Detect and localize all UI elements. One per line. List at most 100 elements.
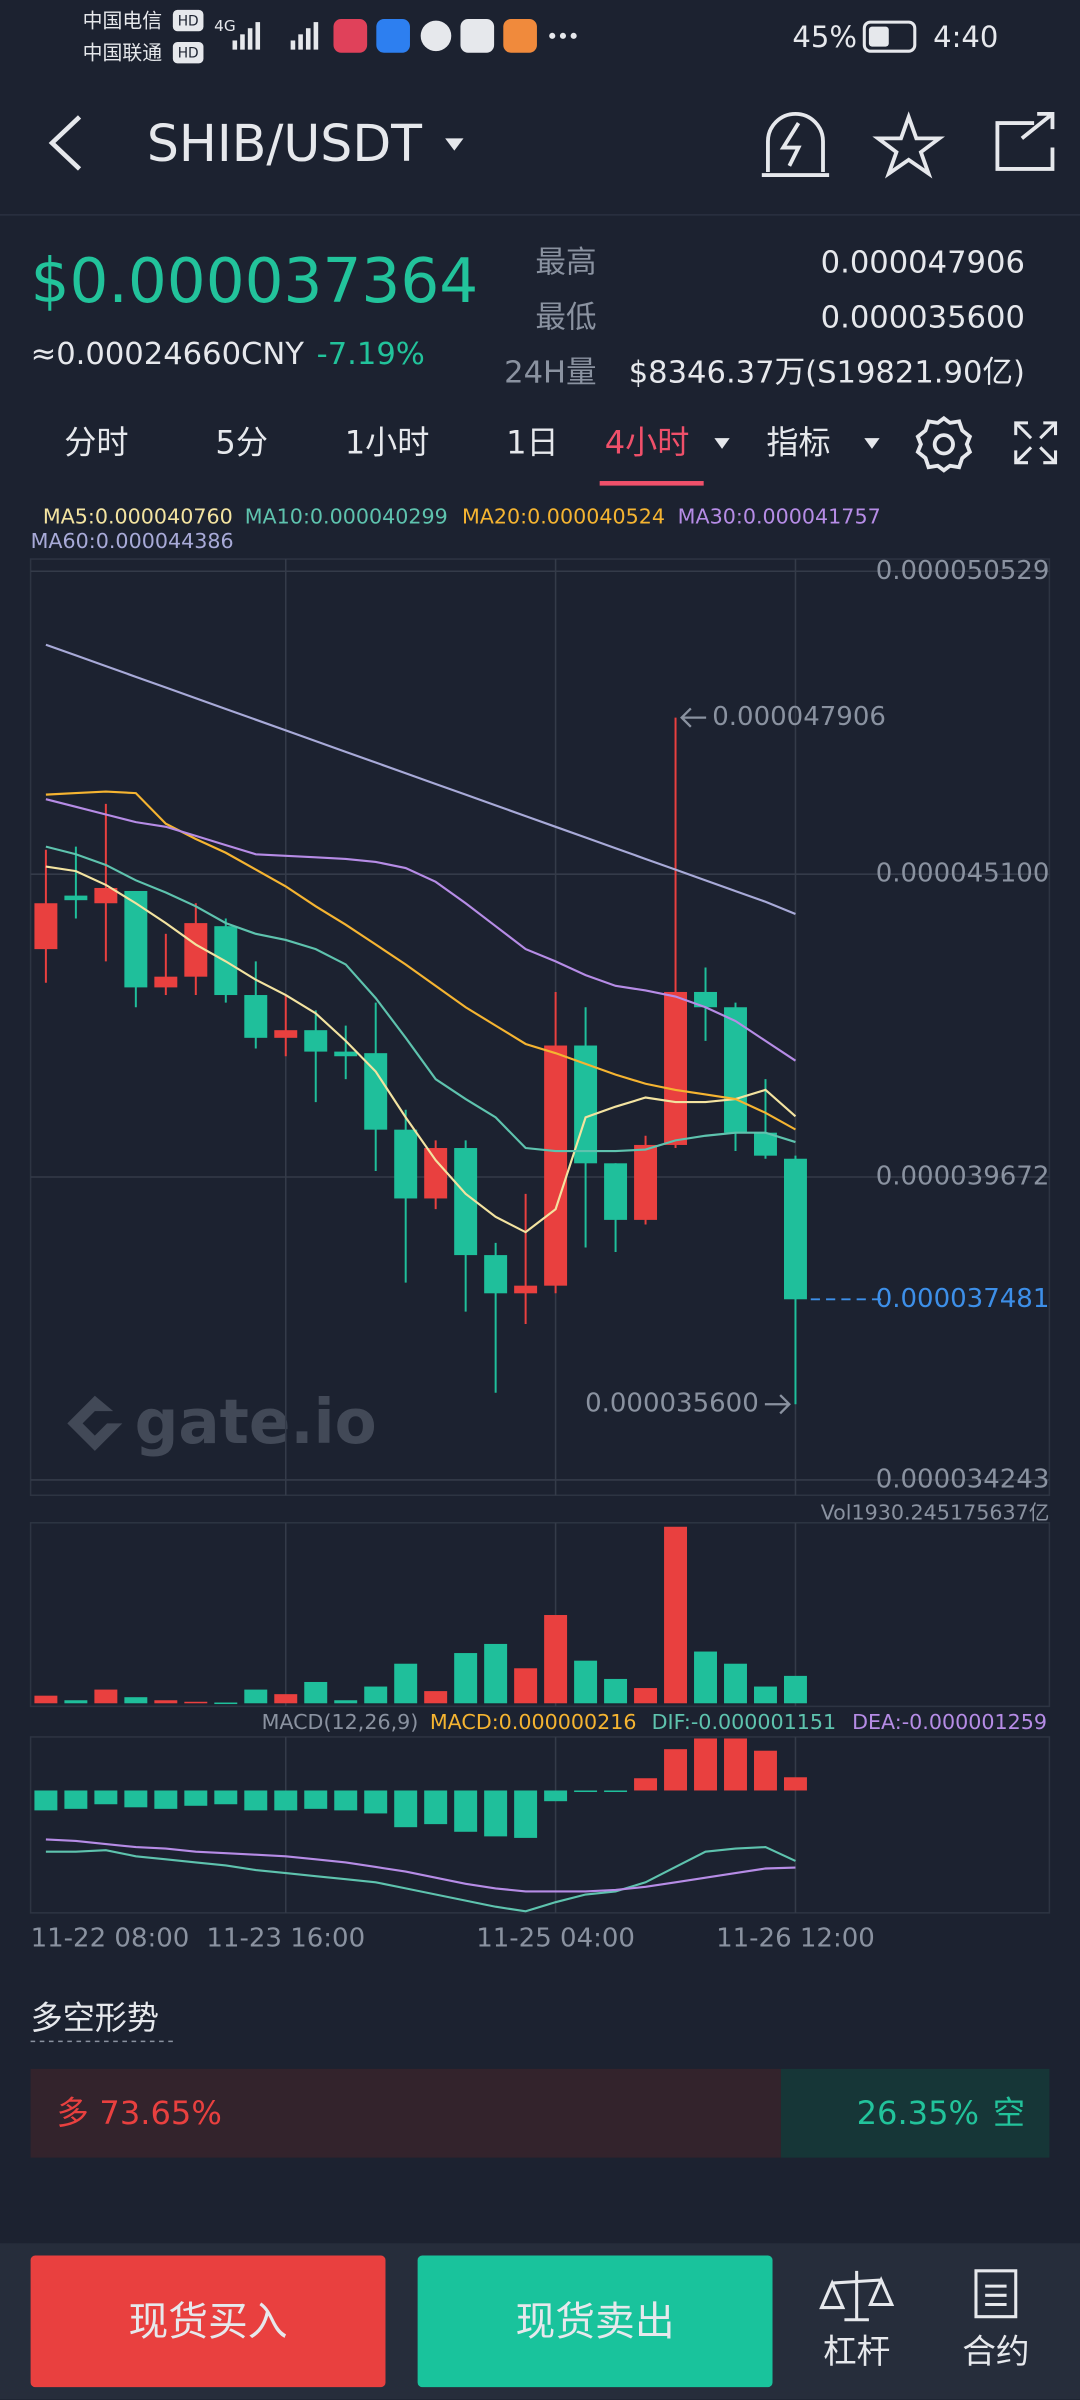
macd-bar [484, 1790, 508, 1837]
volume-bar [574, 1660, 598, 1704]
volume-bar [154, 1700, 178, 1704]
price-cny: ≈0.00024660CNY [31, 337, 305, 372]
volume-bar [364, 1686, 388, 1704]
short-share [780, 2068, 1050, 2158]
sell-label[interactable]: 现货卖出 [516, 2299, 675, 2345]
tab[interactable]: 指标 [766, 423, 830, 461]
macd-bar [394, 1790, 418, 1828]
volume-bar [94, 1689, 118, 1704]
short-label: 26.35% [857, 2094, 979, 2132]
price-change: -7.19% [317, 337, 425, 372]
alert-button[interactable] [761, 111, 830, 177]
macd-bar [783, 1777, 807, 1791]
tab-dropdown[interactable] [864, 438, 880, 449]
futures-label[interactable]: 合约 [962, 2332, 1029, 2371]
tab[interactable]: 分时 [64, 423, 128, 461]
macd-bar [544, 1790, 568, 1802]
long-label: 73.65% [99, 2094, 221, 2132]
app-icon [376, 19, 410, 53]
candle-body [783, 1158, 807, 1300]
battery-fill [868, 26, 889, 47]
macd-legend: DIF:-0.000001151 [652, 1710, 837, 1734]
tab-dropdown[interactable] [714, 438, 730, 449]
stat-value: 0.000047906 [821, 245, 1025, 280]
header: SHIB/USDT [0, 111, 1080, 216]
network: 4G [214, 17, 236, 35]
pair-title[interactable]: SHIB/USDT [147, 114, 422, 173]
volume-bar [34, 1695, 58, 1704]
macd-bar [694, 1738, 717, 1791]
back-button[interactable] [48, 115, 82, 171]
macd-bar [184, 1790, 208, 1806]
hd-badge [172, 41, 204, 64]
macd-legend: DEA:-0.000001259 [852, 1710, 1047, 1734]
macd-bar [514, 1790, 538, 1838]
volume-bar [394, 1663, 418, 1704]
macd-bar [274, 1790, 298, 1811]
share-button[interactable] [995, 111, 1055, 171]
macd-bar [124, 1790, 148, 1808]
candle-body [274, 1030, 298, 1038]
ma-line [45, 643, 796, 916]
candle-body [424, 1148, 448, 1199]
x-tick-label: 11-25 04:00 [476, 1923, 635, 1953]
sell-button[interactable] [417, 2255, 773, 2388]
x-tick-label: 11-22 08:00 [31, 1923, 190, 1953]
volume-bar [694, 1651, 717, 1704]
macd-bar [574, 1790, 598, 1793]
y-tick-label: 0.000034243 [876, 1464, 1050, 1494]
legend-entry: MA10:0.000040299 [245, 505, 448, 529]
x-tick-label: 11-26 12:00 [716, 1923, 875, 1953]
candle-body [64, 895, 88, 901]
volume-bar [754, 1686, 777, 1704]
buy-button[interactable] [30, 2255, 386, 2388]
macd-bar [334, 1790, 358, 1811]
macd-bar [454, 1790, 478, 1832]
fullscreen-button[interactable] [1014, 421, 1058, 465]
candle-body [184, 923, 208, 977]
candle-body [514, 1285, 538, 1294]
favorite-button[interactable] [872, 111, 945, 179]
macd-bar [94, 1790, 118, 1805]
volume-bar [544, 1615, 568, 1704]
volume-bar [604, 1678, 628, 1704]
macd-bar [754, 1750, 777, 1791]
candle-body [454, 1148, 478, 1256]
plot-frame [29, 558, 1051, 1497]
futures-icon[interactable] [974, 2269, 1018, 2319]
y-tick-label: 0.000050529 [876, 556, 1050, 586]
ma-line [45, 790, 796, 1131]
candle-body [154, 976, 178, 988]
margin-icon[interactable] [819, 2270, 895, 2322]
y-tick-label: 0.000039672 [876, 1162, 1050, 1192]
tab[interactable]: 1小时 [345, 423, 430, 461]
tab[interactable]: 4小时 [605, 423, 690, 461]
app-icon [420, 20, 452, 52]
margin-label[interactable]: 杠杆 [823, 2332, 890, 2371]
tab[interactable]: 1日 [506, 423, 559, 461]
volume-bar [184, 1701, 208, 1704]
macd-bar [34, 1790, 58, 1811]
settings-button[interactable] [915, 415, 973, 473]
hd-text: HD [178, 13, 199, 29]
buy-label[interactable]: 现货买入 [129, 2299, 288, 2345]
candle-body [124, 890, 148, 988]
legend-entry: MA5:0.000040760 [43, 505, 233, 529]
pair-dropdown[interactable] [445, 138, 464, 151]
macd-bar [634, 1778, 658, 1791]
volume-bar [124, 1697, 148, 1704]
macd-line [45, 1845, 796, 1913]
macd-bar [154, 1790, 178, 1809]
high-arrow [680, 707, 707, 728]
macd-line [45, 1838, 796, 1893]
tab[interactable]: 5分 [215, 423, 268, 461]
volume-bar [64, 1700, 88, 1704]
candle-body [244, 995, 268, 1038]
stat-value: 0.000035600 [821, 300, 1025, 335]
volume-bar [304, 1681, 328, 1704]
ma-line [45, 798, 797, 1062]
macd-bar [364, 1790, 388, 1814]
volume-bar [334, 1700, 358, 1704]
short-name: 空 [993, 2094, 1025, 2132]
